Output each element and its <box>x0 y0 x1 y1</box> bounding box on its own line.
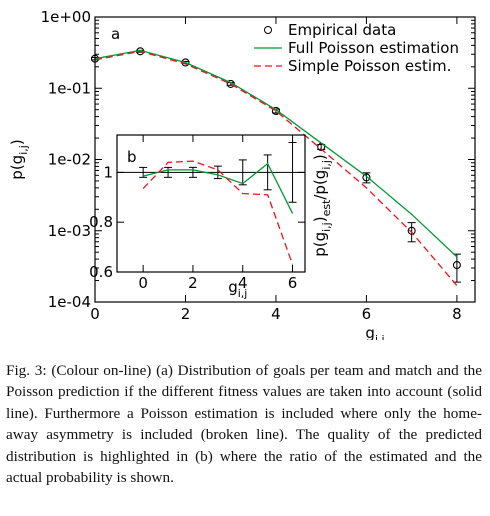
x-tick-label: 0 <box>138 274 148 292</box>
y-axis-label-part: ) <box>311 216 329 222</box>
legend-label: Empirical data <box>288 21 396 39</box>
y-axis-label-part: /p(g <box>311 170 329 200</box>
x-axis-label: gi,j <box>228 278 247 300</box>
x-tick-label: 2 <box>188 274 198 292</box>
x-axis-label-subscript: i,j <box>375 333 385 340</box>
x-tick-label: 6 <box>288 274 298 292</box>
y-tick-label: 1e-04 <box>48 293 91 311</box>
y-tick-label: 1e+00 <box>41 8 91 26</box>
y-axis-label-subscript: est <box>320 199 333 216</box>
x-tick-label: 2 <box>181 305 191 323</box>
series-line <box>142 162 294 214</box>
plot-frame <box>116 134 306 273</box>
legend-label: Simple Poisson estim. <box>288 57 451 75</box>
x-tick-label: 8 <box>452 305 462 323</box>
data-point <box>226 79 235 88</box>
y-axis-label-subscript: i,j <box>320 160 333 170</box>
figure: 0 2 4 6 81e-041e-031e-021e-011e+00agi,jp(gi,… <box>8 8 476 340</box>
panel-label: b <box>127 148 137 166</box>
series-line <box>142 160 294 265</box>
y-tick-label: 0.6 <box>89 263 113 281</box>
series-line <box>94 49 458 258</box>
panel-label: a <box>111 25 120 43</box>
data-point <box>407 226 416 235</box>
error-bar <box>238 159 247 186</box>
y-axis-label-part: p(g <box>8 155 26 180</box>
x-axis-label-subscript: i,j <box>238 287 248 300</box>
legend-marker <box>264 26 272 34</box>
series-line <box>94 50 458 287</box>
y-tick-label: 1e-03 <box>48 222 91 240</box>
x-tick-label: 6 <box>362 305 372 323</box>
y-axis-label: p(gi,j) <box>8 139 30 179</box>
y-tick-label: 1e-02 <box>48 151 91 169</box>
y-tick-label: 1e-01 <box>48 79 91 97</box>
error-bar <box>188 166 197 178</box>
data-point <box>362 173 371 182</box>
x-axis-label-part: g <box>365 324 375 340</box>
data-point <box>271 106 281 116</box>
y-axis-label-subscript: i,j <box>320 222 333 232</box>
x-axis-label: gi,j <box>365 324 384 340</box>
y-axis-label-subscript: i,j <box>17 145 30 155</box>
y-axis-label-part: ) <box>8 139 26 145</box>
x-tick-label: 0 <box>90 305 100 323</box>
data-point <box>452 261 461 270</box>
y-tick-label: 0.8 <box>89 213 113 231</box>
error-bar <box>288 141 297 203</box>
legend-label: Full Poisson estimation <box>288 39 459 57</box>
x-axis-label-part: g <box>228 278 238 296</box>
x-tick-label: 4 <box>271 305 281 323</box>
error-bar <box>164 166 173 178</box>
y-axis-label-part: ) <box>311 154 329 160</box>
plot-area <box>117 135 305 272</box>
error-bar <box>213 165 222 180</box>
caption: Fig. 3: (Colour on-line) (a) Distributio… <box>6 362 482 487</box>
plot-frame <box>94 16 476 303</box>
error-bar <box>263 154 272 191</box>
y-tick-label: 1 <box>103 163 113 181</box>
y-axis-label-part: p(g <box>311 232 329 257</box>
y-axis-label: p(gi,j)est/p(gi,j) <box>311 154 333 257</box>
x-tick-label: 4 <box>238 274 248 292</box>
